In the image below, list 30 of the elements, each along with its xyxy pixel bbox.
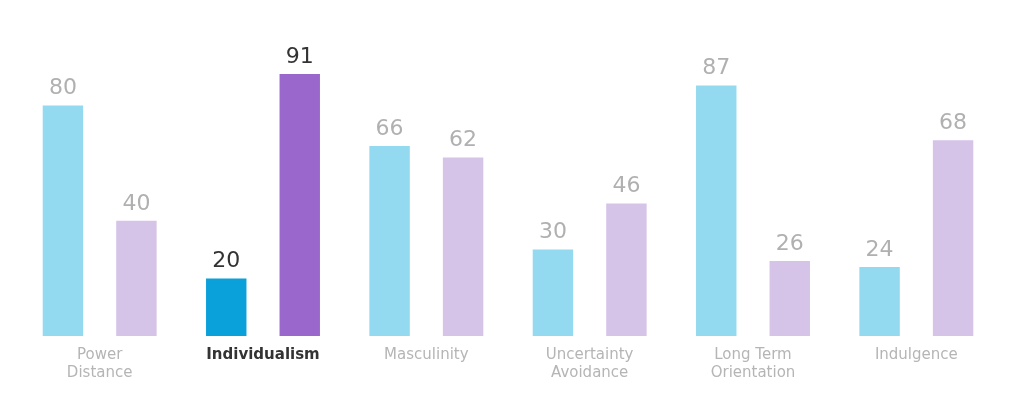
bar [696, 85, 737, 336]
data-label: 30 [538, 218, 567, 244]
bar [532, 249, 574, 336]
x-tick-label: Uncertainty Avoidance [545, 344, 634, 381]
x-tick-label: Indulgence [874, 344, 958, 363]
data-label: 68 [939, 108, 968, 134]
data-label: 62 [449, 126, 478, 152]
data-label: 46 [612, 172, 641, 198]
bar [932, 140, 974, 336]
x-tick-label: Masculinity [384, 344, 469, 363]
bar [206, 278, 247, 336]
bar [116, 220, 157, 336]
data-label: 80 [48, 74, 77, 100]
bar [606, 203, 647, 336]
data-label: 40 [122, 189, 151, 215]
data-label: 66 [375, 114, 404, 140]
bar [769, 261, 810, 336]
data-label: 24 [865, 235, 894, 261]
x-tick-label: Power Distance [66, 344, 133, 381]
bar [859, 266, 900, 336]
data-label: 20 [212, 247, 241, 273]
x-tick-label: Long Term Orientation [710, 344, 796, 381]
bar [442, 157, 484, 336]
data-label: 87 [702, 54, 731, 80]
x-tick-label: Individualism [206, 344, 320, 363]
data-label: 91 [285, 42, 314, 68]
data-label: 26 [775, 229, 804, 255]
bar [279, 73, 320, 336]
bar [369, 145, 410, 336]
bar [42, 105, 84, 336]
